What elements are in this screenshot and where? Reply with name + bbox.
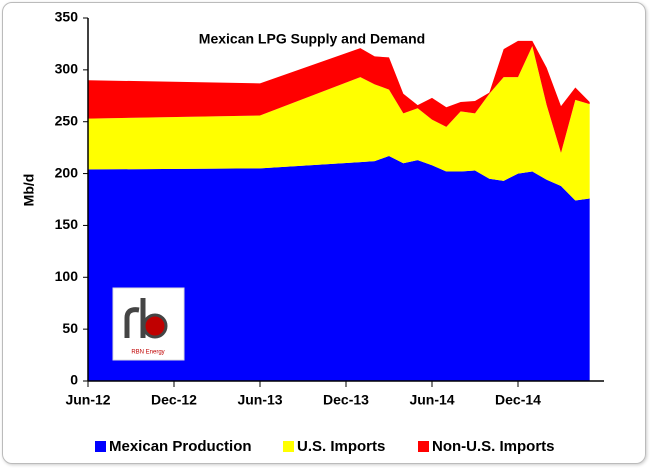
x-tick-label: Dec-12 [151, 392, 197, 408]
legend-swatch [95, 441, 106, 452]
x-tick-label: Jun-13 [237, 392, 282, 408]
y-tick-label: 50 [62, 320, 78, 336]
legend-label: Mexican Production [109, 438, 252, 455]
legend-label: U.S. Imports [297, 438, 385, 455]
y-tick-label: 100 [55, 268, 79, 284]
area [88, 40, 590, 153]
area [88, 46, 590, 201]
y-tick-label: 200 [55, 164, 79, 180]
x-tick-label: Dec-14 [495, 392, 541, 408]
logo-ball [142, 313, 168, 339]
logo-text: RBN Energy [131, 350, 164, 356]
y-tick-label: 0 [70, 372, 78, 388]
legend-label: Non-U.S. Imports [432, 438, 555, 455]
y-tick-label: 150 [55, 216, 79, 232]
legend-swatch [418, 441, 429, 452]
chart-title: Mexican LPG Supply and Demand [199, 31, 425, 47]
y-tick-label: 350 [55, 9, 79, 25]
x-tick-label: Jun-12 [65, 392, 110, 408]
frame [2, 2, 646, 464]
x-tick-label: Dec-13 [323, 392, 369, 408]
x-tick-label: Jun-14 [409, 392, 454, 408]
legend-swatch [283, 441, 294, 452]
y-axis-label: Mb/d [21, 174, 37, 207]
logo-mark [124, 298, 146, 338]
y-tick-label: 250 [55, 112, 79, 128]
area [88, 155, 590, 381]
y-tick-label: 300 [55, 61, 79, 77]
